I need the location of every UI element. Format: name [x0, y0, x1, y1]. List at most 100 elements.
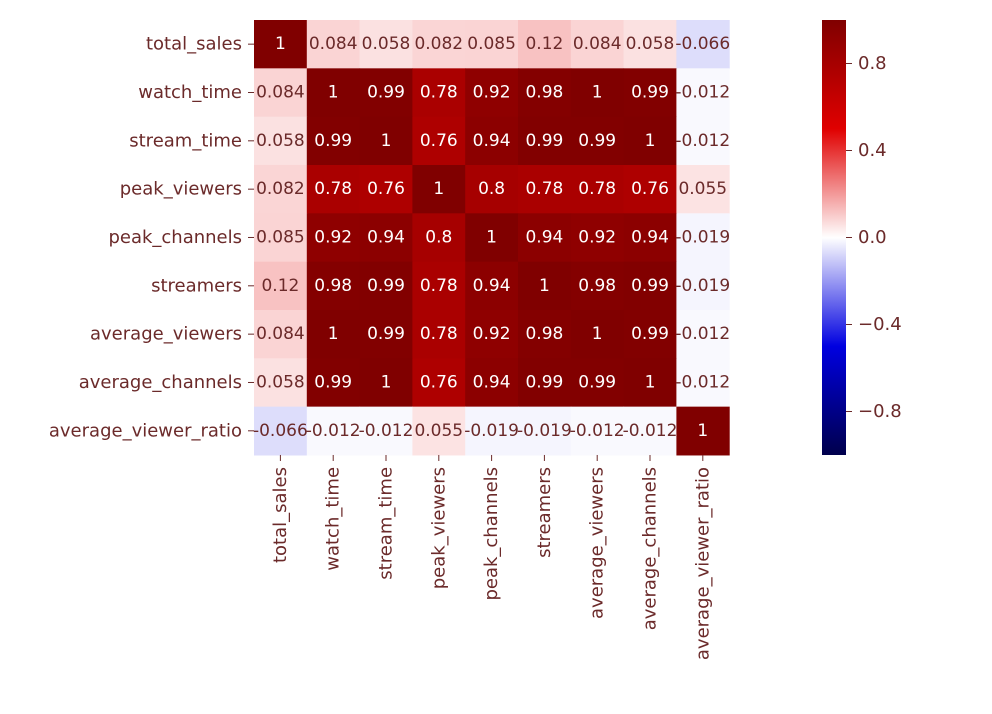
cell-annotation: 0.78 [525, 179, 563, 199]
cell-annotation: 0.99 [367, 83, 405, 103]
heatmap-cell [359, 164, 413, 214]
cell-annotation: -0.012 [675, 131, 730, 151]
heatmap-cell [570, 164, 625, 214]
heatmap-cell [623, 213, 677, 263]
heatmap-cell [412, 68, 466, 118]
heatmap-cell [518, 213, 572, 263]
cell-annotation: 1 [592, 83, 603, 103]
heatmap-cell [359, 116, 413, 166]
heatmap-cell [254, 164, 308, 214]
cell-annotation: 0.12 [525, 34, 563, 54]
x-tick-labels: total_sales watch_time stream_time peak_vie… [270, 454, 713, 660]
cell-annotation: -0.019 [675, 227, 730, 247]
heatmap-cell [412, 213, 466, 263]
heatmap-cell [306, 309, 361, 359]
heatmap-cell [412, 309, 466, 359]
cell-annotation: 1 [275, 34, 286, 54]
cell-annotation: 0.78 [420, 324, 458, 344]
heatmap-cell [254, 20, 308, 69]
cell-annotation: 1 [328, 324, 339, 344]
cell-annotation: 0.99 [631, 324, 669, 344]
cell-annotation: 0.76 [420, 372, 458, 392]
heatmap-cell [465, 68, 519, 118]
cell-annotation: 1 [645, 372, 656, 392]
cell-annotation: 0.99 [578, 131, 616, 151]
heatmap-cell [623, 406, 677, 456]
cell-annotation: 0.12 [261, 276, 299, 296]
x-tick-label: average_viewers [587, 467, 608, 619]
heatmap-cell [570, 68, 625, 118]
heatmap-cell [412, 20, 466, 69]
cell-annotation: -0.012 [623, 421, 678, 441]
heatmap-cell [306, 358, 361, 408]
heatmap-cell [518, 406, 572, 456]
heatmap-cell [465, 164, 519, 214]
heatmap-cell [306, 213, 361, 263]
cell-annotation: 0.99 [525, 372, 563, 392]
heatmap-cell [676, 68, 730, 118]
cell-annotation: -0.012 [675, 372, 730, 392]
heatmap-cell [676, 213, 730, 263]
heatmap-cell [465, 261, 519, 311]
cell-annotation: -0.019 [675, 276, 730, 296]
cell-annotation: -0.019 [464, 421, 519, 441]
cell-annotation: 0.055 [678, 179, 727, 199]
cell-annotation: 0.085 [467, 34, 516, 54]
cell-annotation: 0.085 [256, 227, 305, 247]
heatmap-cell [306, 20, 361, 69]
heatmap-cell [254, 261, 308, 311]
heatmap-cell [518, 164, 572, 214]
heatmap-cell [623, 309, 677, 359]
cell-annotation: 0.99 [367, 276, 405, 296]
cell-annotation: 1 [697, 421, 708, 441]
heatmap-cell [570, 261, 625, 311]
cell-annotation: 1 [592, 324, 603, 344]
heatmap-cell [570, 20, 625, 69]
colorbar-tick-label: −0.4 [858, 314, 902, 335]
cell-annotation: -0.012 [570, 421, 625, 441]
cell-annotation: 0.082 [256, 179, 305, 199]
heatmap-cell [465, 309, 519, 359]
cell-annotation: 0.76 [631, 179, 669, 199]
x-tick-label: total_sales [270, 467, 291, 563]
cell-annotation: 0.92 [473, 324, 511, 344]
cell-annotation: 0.99 [631, 83, 669, 103]
cell-annotation: 0.92 [314, 227, 352, 247]
cell-annotation: 0.99 [367, 324, 405, 344]
cell-annotation: 1 [433, 179, 444, 199]
cell-annotation: 0.8 [425, 227, 452, 247]
colorbar-gradient [822, 20, 846, 455]
heatmap-cell [518, 358, 572, 408]
colorbar-tick-label: 0.8 [858, 53, 887, 74]
cell-annotation: 0.058 [362, 34, 411, 54]
heatmap-cell [359, 20, 413, 69]
y-tick-label: watch_time [138, 82, 242, 103]
heatmap-cell [359, 213, 413, 263]
heatmap-cell [359, 68, 413, 118]
y-tick-label: average_viewer_ratio [49, 420, 242, 441]
heatmap-cell [254, 406, 308, 456]
colorbar-tick-label: −0.8 [858, 401, 902, 422]
x-tick-label: average_channels [640, 467, 661, 630]
y-tick-labels: total_sales watch_time stream_time peak_vie… [49, 34, 254, 441]
y-tick-label: stream_time [129, 130, 242, 151]
cell-annotation: 0.99 [525, 131, 563, 151]
heatmap-cell [570, 406, 625, 456]
x-tick-label: stream_time [376, 467, 397, 580]
heatmap-cell [570, 309, 625, 359]
cell-annotation: 0.082 [414, 34, 463, 54]
heatmap-cell [412, 261, 466, 311]
heatmap-cell [254, 116, 308, 166]
heatmap-cell [412, 358, 466, 408]
heatmap-cell [254, 68, 308, 118]
cell-annotation: 1 [381, 372, 392, 392]
heatmap-cell [465, 20, 519, 69]
heatmap-cell [412, 116, 466, 166]
cell-annotation: -0.012 [359, 421, 414, 441]
cell-annotation: 1 [645, 131, 656, 151]
heatmap-cell [676, 261, 730, 311]
heatmap-cell [359, 406, 413, 456]
cell-annotation: 0.94 [473, 372, 511, 392]
cell-annotation: -0.012 [675, 83, 730, 103]
heatmap-cell [676, 406, 730, 456]
